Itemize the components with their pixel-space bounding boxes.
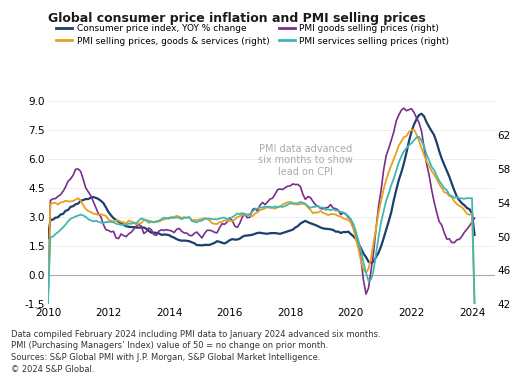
- Text: Global consumer price inflation and PMI selling prices: Global consumer price inflation and PMI …: [48, 12, 426, 25]
- Legend: Consumer price index, YOY % change, PMI selling prices, goods & services (right): Consumer price index, YOY % change, PMI …: [52, 21, 453, 49]
- Text: PMI data advanced
six months to show
lead on CPI: PMI data advanced six months to show lea…: [258, 144, 353, 177]
- Text: Data compiled February 2024 including PMI data to January 2024 advanced six mont: Data compiled February 2024 including PM…: [11, 330, 380, 374]
